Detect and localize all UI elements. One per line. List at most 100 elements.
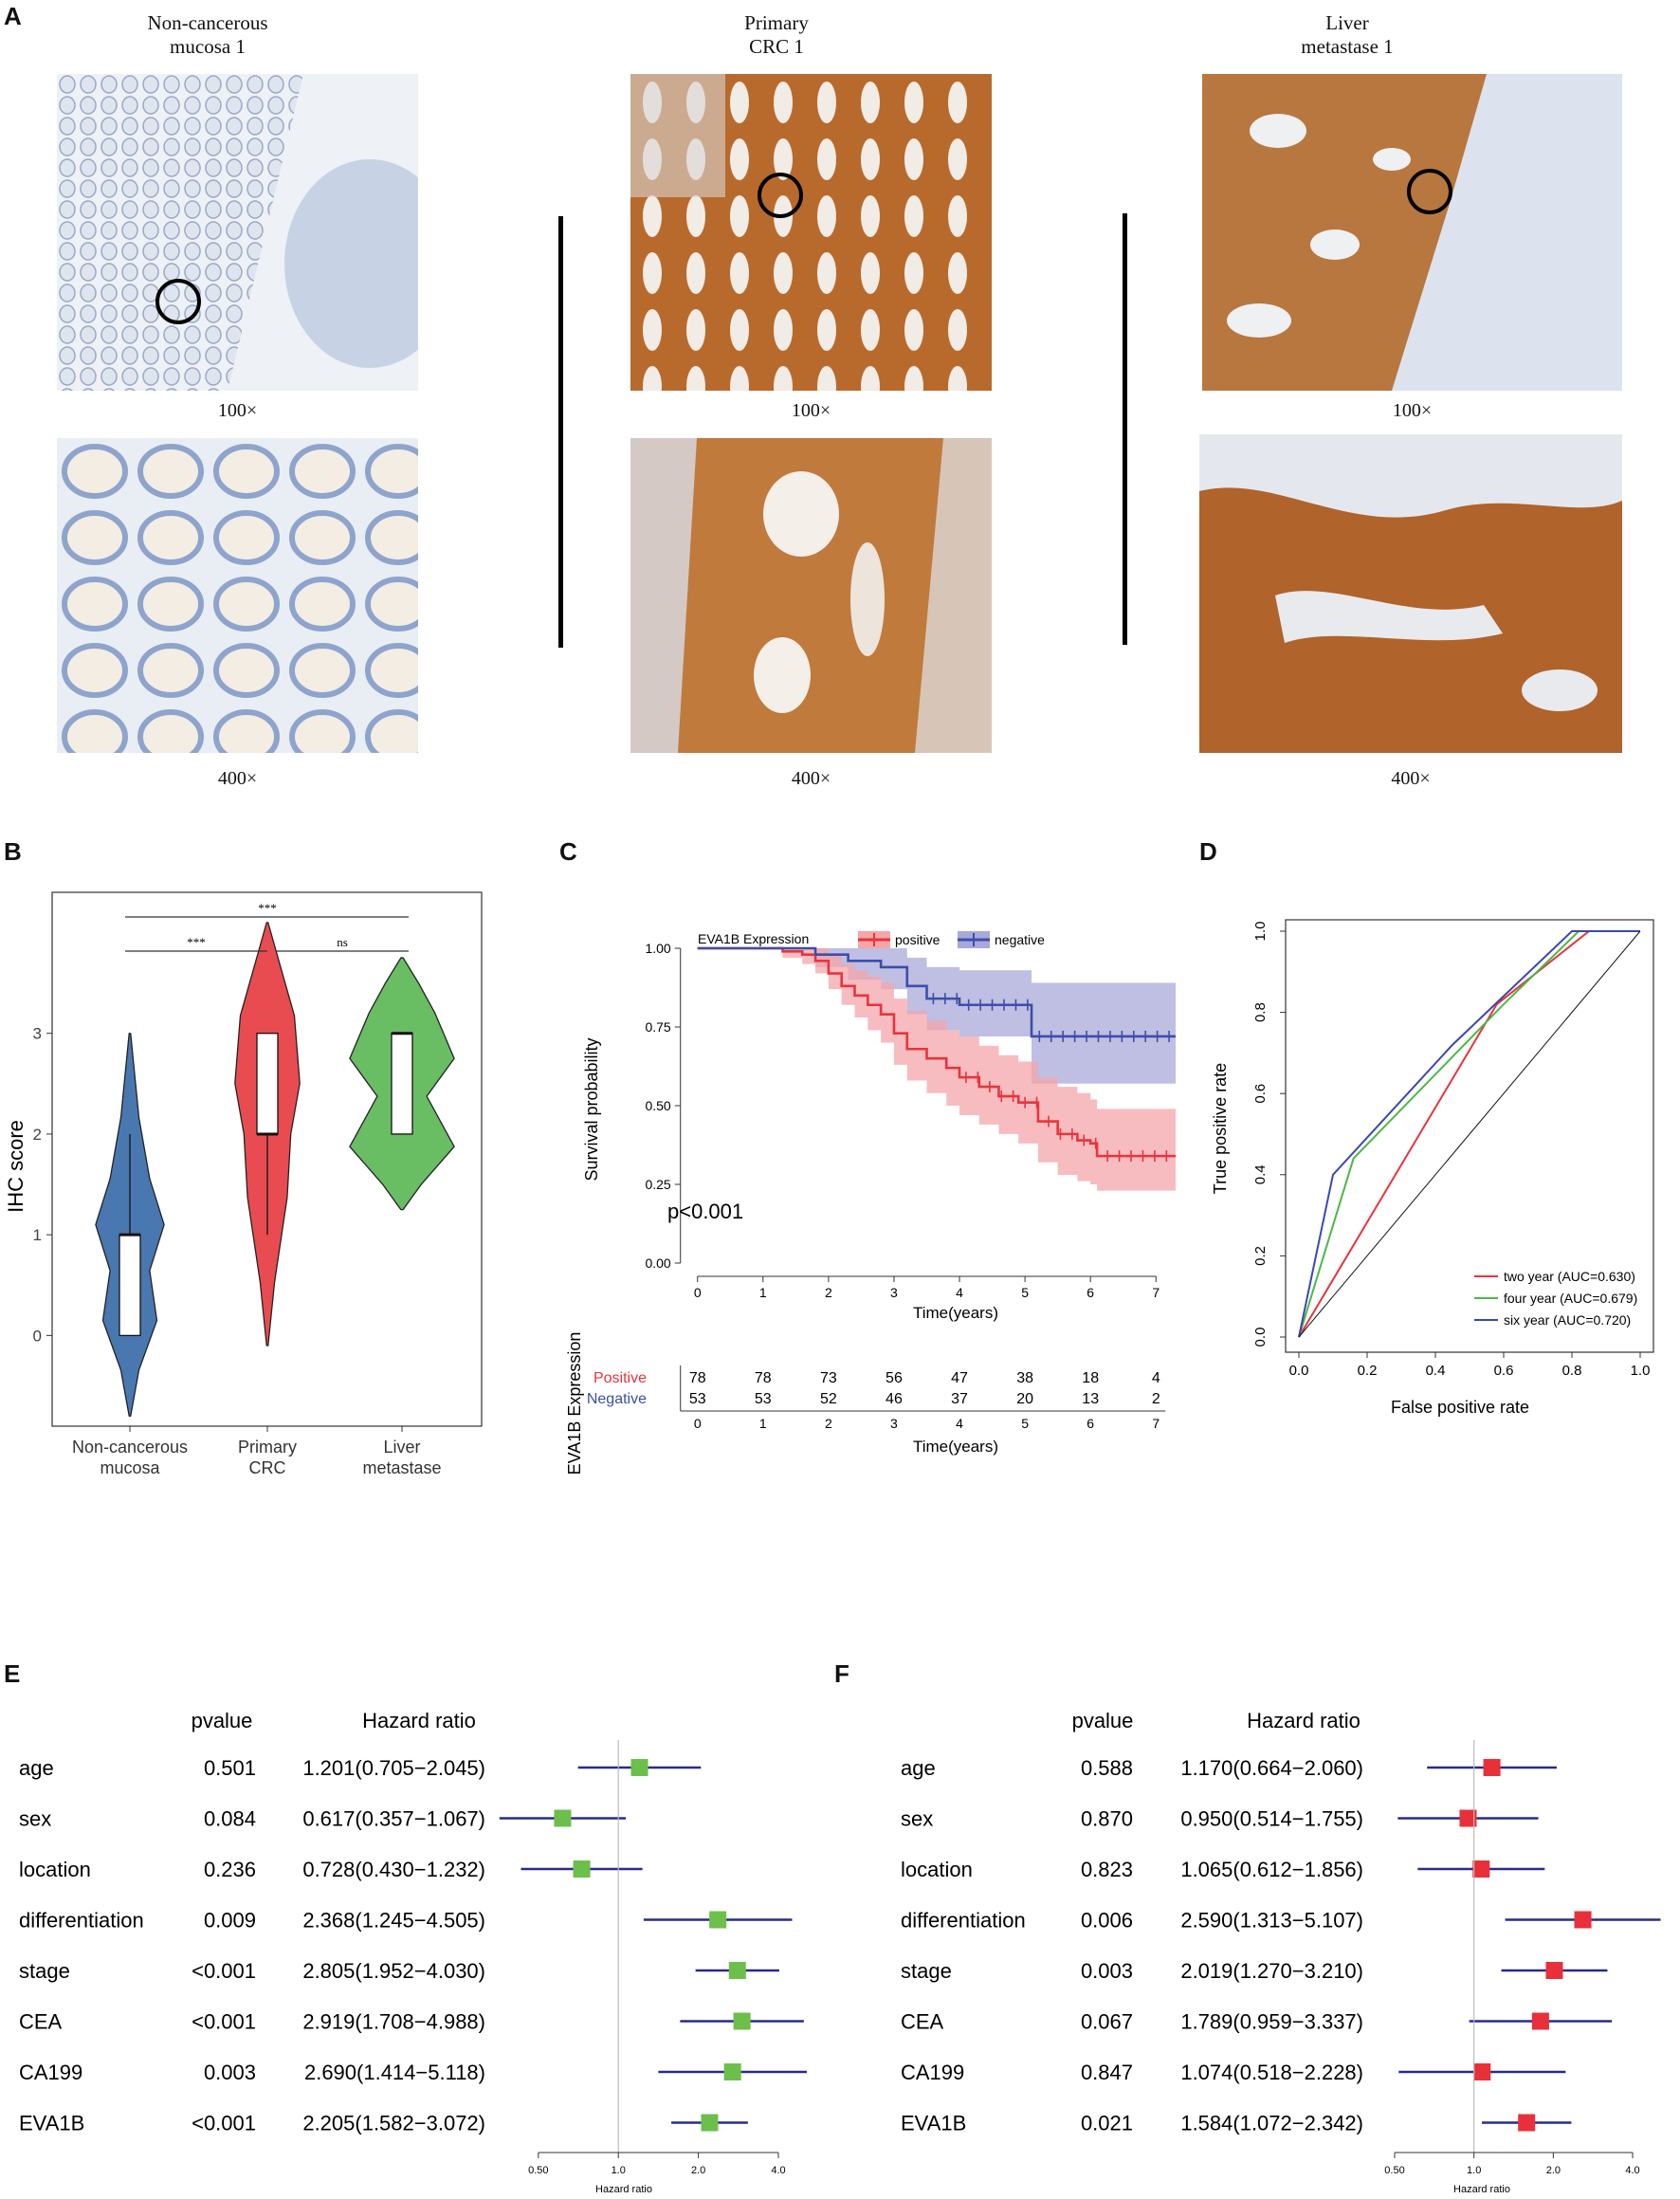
- risk-positive-count: 56: [886, 1370, 903, 1386]
- risk-xtick-label: 2: [825, 1416, 832, 1431]
- risk-negative-count: 53: [755, 1391, 772, 1407]
- forest-e-hr-marker: [630, 1759, 648, 1776]
- forest-f-row-name: EVA1B: [901, 2112, 966, 2135]
- forest-e-row-hr: 2.919(1.708−4.988): [302, 2010, 485, 2034]
- forest-f-xtick-label: 0.50: [1384, 2165, 1404, 2176]
- risk-table: 78 78 73 56 47 38 18 453 53 52 46 37 20 13 20 1 2 3 4 5 6 7: [680, 1365, 1166, 1431]
- forest-f-header-hr: Hazard ratio: [1247, 1709, 1360, 1732]
- km-xtick-label: 3: [890, 1285, 898, 1300]
- risk-positive-count: 38: [1016, 1370, 1033, 1386]
- micrograph-liver-400x-drawing: [1199, 434, 1622, 753]
- km-pvalue: p<0.001: [667, 1200, 743, 1223]
- violin-ytick-label: 0: [33, 1327, 42, 1345]
- col1-title-line2: mucosa 1: [170, 35, 246, 58]
- risk-negative-count: 2: [1152, 1391, 1160, 1407]
- forest-f-row-pvalue: 0.067: [1081, 2010, 1133, 2034]
- separator-line-1: [558, 216, 563, 648]
- roc-curve-six-year: [1298, 930, 1640, 1338]
- forest-f-axis-label: Hazard ratio: [1453, 2184, 1510, 2195]
- forest-f-row-hr: 1.584(1.072−2.342): [1180, 2112, 1363, 2135]
- km-xtick-label: 6: [1087, 1285, 1094, 1300]
- violin-shapes: [95, 922, 455, 1418]
- col2-mag-top: 100×: [791, 400, 831, 421]
- risk-negative-count: 20: [1016, 1391, 1033, 1407]
- roc-ytick-label: 0.4: [1252, 1164, 1269, 1184]
- forest-f-row-hr: 0.950(0.514−1.755): [1180, 1807, 1363, 1831]
- micrograph-liver-400x: [1199, 434, 1622, 753]
- forest-e-row-pvalue: 0.236: [204, 1858, 256, 1881]
- forest-f-row-pvalue: 0.006: [1081, 1909, 1133, 1933]
- km-xtick-label: 1: [759, 1285, 767, 1300]
- risk-negative-count: 52: [820, 1391, 837, 1407]
- km-xtick-label: 7: [1152, 1285, 1160, 1300]
- risk-negative-count: 46: [886, 1391, 903, 1407]
- forest-e-hr-marker: [573, 1860, 591, 1878]
- risk-positive-count: 4: [1152, 1370, 1160, 1386]
- forest-f-row-hr: 2.590(1.313−5.107): [1180, 1909, 1363, 1933]
- forest-e-row-name: sex: [19, 1807, 51, 1831]
- forest-f-hr-marker: [1545, 1962, 1563, 1979]
- km-xtick-label: 5: [1021, 1285, 1029, 1300]
- forest-e-row-pvalue: 0.003: [204, 2061, 256, 2084]
- forest-f-row-pvalue: 0.588: [1081, 1756, 1133, 1780]
- forest-e-hr-marker: [709, 1911, 727, 1929]
- col1-title-line1: Non-cancerous: [147, 11, 268, 34]
- roc-ytick-label: 0.6: [1252, 1084, 1269, 1104]
- km-ytick-label: 0.50: [645, 1098, 670, 1113]
- violin-ytick-label: 1: [33, 1226, 42, 1244]
- forest-f-row-name: differentiation: [901, 1909, 1026, 1933]
- km-ytick-label: 0.00: [645, 1255, 670, 1271]
- risk-positive-count: 18: [1082, 1370, 1099, 1386]
- col2-mag-bottom: 400×: [791, 768, 831, 789]
- roc-xtick-label: 0.8: [1562, 1363, 1582, 1379]
- panel-f-letter: F: [834, 1659, 849, 1688]
- forest-f-row-name: age: [901, 1756, 936, 1780]
- forest-e-xtick-label: 0.50: [528, 2165, 548, 2176]
- forest-e-rows: age 0.501 1.201(0.705−2.045) sex 0.084 0.617(…: [19, 1740, 807, 2176]
- micrograph-crc-100x-drawing: [630, 74, 992, 391]
- km-legend-negative: negative: [995, 932, 1045, 947]
- forest-f-row-name: stage: [901, 1959, 952, 1983]
- forest-f-hr-marker: [1518, 2114, 1536, 2132]
- risk-row-positive-label: Positive: [593, 1370, 647, 1386]
- sig-label-right: ns: [337, 935, 348, 949]
- violin-ytick-label: 2: [33, 1126, 42, 1144]
- micrograph-crc-400x: [630, 438, 992, 753]
- risk-xtick-label: 6: [1087, 1416, 1094, 1431]
- forest-e-row-pvalue: <0.001: [192, 2010, 256, 2034]
- risk-xlabel: Time(years): [913, 1438, 998, 1456]
- risk-positive-count: 78: [755, 1370, 772, 1386]
- col3-title-line2: metastase 1: [1301, 35, 1394, 58]
- forest-e-row-name: location: [19, 1858, 91, 1881]
- col2-title-line1: Primary: [744, 11, 809, 34]
- roc-chart: True positive rate False positive rate 0…: [1211, 919, 1654, 1417]
- forest-e-row-pvalue: 0.501: [204, 1756, 256, 1780]
- micrograph-crc-400x-drawing: [630, 438, 992, 753]
- forest-e-row-name: differentiation: [19, 1909, 144, 1933]
- panel-e-letter: E: [4, 1659, 21, 1688]
- violin-box-3: [391, 1033, 413, 1135]
- forest-e-axis-label: Hazard ratio: [595, 2184, 652, 2195]
- km-chart: EVA1B Expression positive negative Survi…: [565, 931, 1176, 1475]
- violin-xlabel-1a: Non-cancerous: [72, 1438, 188, 1457]
- forest-f-hr-marker: [1473, 2063, 1491, 2080]
- km-xtick-label: 2: [825, 1285, 832, 1300]
- km-xtick-label: 0: [694, 1285, 702, 1300]
- km-ci-band-negative: [697, 948, 1176, 1084]
- col2-title: Primary CRC 1: [626, 11, 927, 59]
- forest-f-row-hr: 1.170(0.664−2.060): [1180, 1756, 1363, 1780]
- km-ytick-label: 0.75: [645, 1019, 670, 1035]
- km-ytick-label: 0.25: [645, 1177, 670, 1192]
- risk-row-negative-label: Negative: [587, 1391, 647, 1407]
- forest-plot-f: pvalue Hazard ratio age 0.588 1.170(0.664−…: [901, 1709, 1661, 2195]
- forest-f-row-name: CA199: [901, 2061, 964, 2084]
- risk-negative-count: 53: [689, 1391, 706, 1407]
- sig-label-top: ***: [258, 901, 277, 915]
- forest-f-row-hr: 1.065(0.612−1.856): [1180, 1858, 1363, 1881]
- col2-title-line2: CRC 1: [749, 35, 804, 58]
- violin-ytick-label: 3: [33, 1025, 42, 1043]
- risk-xtick-label: 0: [694, 1416, 702, 1431]
- micrograph-crc-100x: [630, 74, 992, 391]
- roc-xtick-label: 1.0: [1631, 1363, 1651, 1379]
- roc-legend-two-year: two year (AUC=0.630): [1504, 1269, 1635, 1284]
